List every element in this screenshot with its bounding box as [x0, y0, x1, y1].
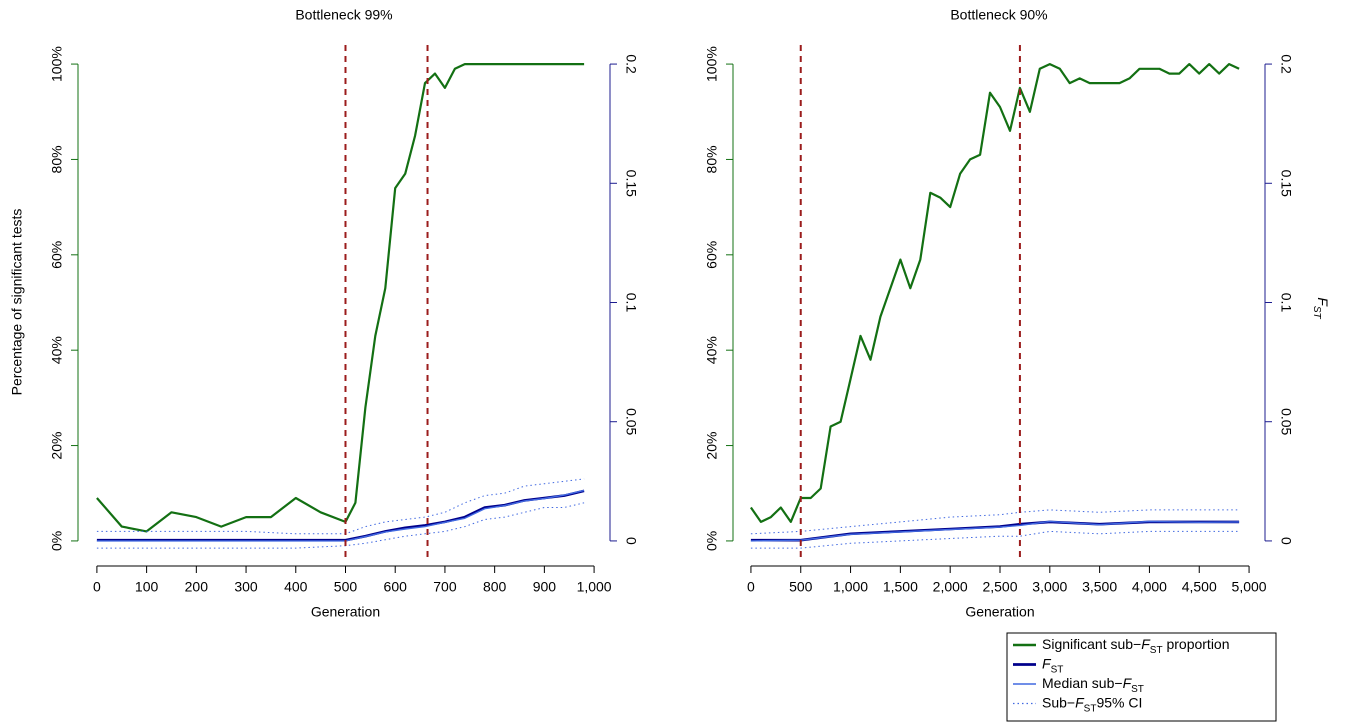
series-line [749, 62, 1240, 523]
chart-title: Bottleneck 99% [295, 7, 392, 23]
ci-upper [96, 478, 585, 535]
x-tick-label: 5,000 [1232, 579, 1267, 595]
y-tick-label: 100% [49, 46, 65, 82]
x-tick-label: 1,000 [833, 579, 868, 595]
y2-tick-label: 0.2 [623, 54, 639, 74]
series-line [750, 520, 1240, 542]
x-tick-label: 4,000 [1132, 579, 1167, 595]
y2-tick-label: 0.1 [1278, 293, 1294, 313]
y-tick-label: 40% [704, 336, 720, 364]
x-tick-label: 2,500 [982, 579, 1017, 595]
y2-tick-label: 0.2 [1278, 54, 1294, 74]
y-tick-label: 20% [49, 432, 65, 460]
series-line [96, 489, 585, 542]
x-tick-label: 0 [93, 579, 101, 595]
x-tick-label: 2,000 [933, 579, 968, 595]
x-tick-label: 500 [334, 579, 358, 595]
y-tick-label: 20% [704, 432, 720, 460]
x-tick-label: 400 [284, 579, 308, 595]
legend-box [1006, 632, 1277, 722]
y2-tick-label: 0.1 [623, 293, 639, 313]
x-axis-title: Generation [311, 604, 380, 620]
legend-label: Sub−FST95% CI [1042, 694, 1142, 714]
x-tick-label: 3,000 [1032, 579, 1067, 595]
legend-label: FST [1042, 655, 1063, 675]
y-axis-title: Percentage of significant tests [9, 209, 25, 396]
x-tick-label: 300 [234, 579, 258, 595]
y2-tick-label: 0 [1278, 537, 1294, 545]
y2-axis-title: FST [1311, 297, 1331, 319]
ci-lower [96, 502, 585, 549]
y-tick-label: 40% [49, 336, 65, 364]
y2-tick-label: 0.15 [623, 170, 639, 197]
series-line [96, 489, 585, 542]
x-tick-label: 3,500 [1082, 579, 1117, 595]
chart-title: Bottleneck 90% [950, 7, 1047, 23]
y2-tick-label: 0.15 [1278, 170, 1294, 197]
y-tick-label: 0% [49, 531, 65, 551]
legend-label: Median sub−FST [1042, 675, 1144, 695]
y-tick-label: 80% [704, 145, 720, 173]
x-tick-label: 900 [533, 579, 557, 595]
y2-tick-label: 0.05 [623, 408, 639, 435]
x-tick-label: 500 [789, 579, 813, 595]
y-tick-label: 60% [704, 241, 720, 269]
y-tick-label: 100% [704, 46, 720, 82]
x-tick-label: 200 [185, 579, 209, 595]
x-tick-label: 1,500 [883, 579, 918, 595]
x-tick-label: 1,000 [577, 579, 612, 595]
x-tick-label: 0 [747, 579, 755, 595]
y-tick-label: 60% [49, 241, 65, 269]
ci-lower [750, 530, 1240, 549]
y2-tick-label: 0 [623, 537, 639, 545]
x-tick-label: 100 [135, 579, 159, 595]
x-tick-label: 700 [433, 579, 457, 595]
y-tick-label: 80% [49, 145, 65, 173]
x-tick-label: 800 [483, 579, 507, 595]
x-axis-title: Generation [965, 604, 1034, 620]
y-tick-label: 0% [704, 531, 720, 551]
x-tick-label: 600 [384, 579, 408, 595]
legend-label: Significant sub−FST proportion [1042, 636, 1230, 656]
y2-tick-label: 0.05 [1278, 408, 1294, 435]
series-line [96, 62, 585, 533]
x-tick-label: 4,500 [1182, 579, 1217, 595]
